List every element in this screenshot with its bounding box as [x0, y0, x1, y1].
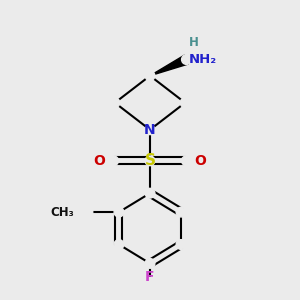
Circle shape: [114, 240, 124, 249]
Circle shape: [176, 207, 186, 217]
Text: O: O: [94, 154, 106, 168]
Circle shape: [145, 259, 155, 268]
Polygon shape: [150, 55, 188, 76]
Circle shape: [180, 98, 190, 108]
Circle shape: [114, 207, 124, 217]
Circle shape: [182, 55, 191, 64]
Circle shape: [182, 156, 191, 166]
Circle shape: [145, 125, 155, 135]
Circle shape: [145, 156, 155, 166]
Text: CH₃: CH₃: [51, 206, 74, 219]
Circle shape: [83, 207, 93, 217]
Text: F: F: [145, 270, 155, 284]
Circle shape: [176, 240, 186, 249]
Text: H: H: [189, 36, 199, 49]
Circle shape: [145, 71, 155, 81]
Circle shape: [110, 125, 120, 135]
Circle shape: [145, 188, 155, 198]
Circle shape: [110, 98, 120, 108]
Circle shape: [145, 278, 155, 287]
Text: N: N: [144, 123, 156, 137]
Text: O: O: [195, 154, 206, 168]
Circle shape: [109, 156, 118, 166]
Text: S: S: [145, 153, 155, 168]
Text: NH₂: NH₂: [189, 53, 217, 66]
